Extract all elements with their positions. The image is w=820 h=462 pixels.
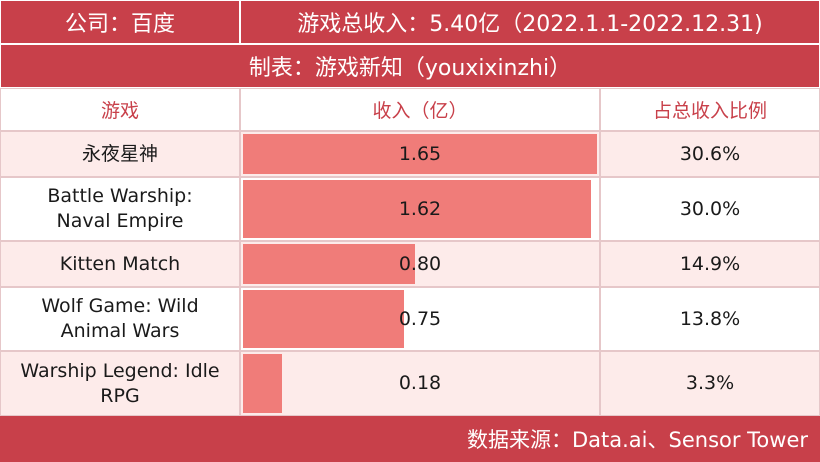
revenue-cell: 0.75 — [240, 287, 600, 351]
column-header-share: 占总收入比例 — [600, 88, 820, 131]
share-value: 14.9% — [679, 252, 741, 275]
revenue-value: 0.75 — [398, 307, 442, 330]
share-value: 3.3% — [685, 372, 735, 394]
total-revenue-label: 游戏总收入：5.40亿（2022.1.1-2022.12.31) — [297, 12, 763, 37]
source-label: 数据来源：Data.ai、Sensor Tower — [466, 428, 808, 452]
revenue-cell: 0.80 — [240, 241, 600, 287]
share-cell: 13.8% — [600, 287, 820, 351]
column-header-game: 游戏 — [0, 88, 240, 131]
revenue-cell: 1.62 — [240, 177, 600, 241]
game-name: 永夜星神 — [81, 142, 158, 165]
revenue-value: 1.65 — [398, 142, 442, 165]
column-header-share-label: 占总收入比例 — [652, 100, 767, 122]
game-cell: 永夜星神 — [0, 131, 240, 177]
game-cell: Kitten Match — [0, 241, 240, 287]
game-cell: Battle Warship: Naval Empire — [0, 177, 240, 241]
column-header-revenue: 收入（亿） — [240, 88, 600, 131]
revenue-cell: 0.18 — [240, 351, 600, 416]
column-header-revenue-label: 收入（亿） — [372, 100, 468, 122]
revenue-value: 1.62 — [398, 197, 442, 220]
revenue-bar — [243, 290, 404, 348]
share-cell: 30.6% — [600, 131, 820, 177]
game-cell: Warship Legend: Idle RPG — [0, 351, 240, 416]
game-name: Warship Legend: Idle RPG — [20, 359, 220, 407]
share-cell: 14.9% — [600, 241, 820, 287]
total-revenue-cell: 游戏总收入：5.40亿（2022.1.1-2022.12.31) — [240, 0, 820, 44]
share-value: 30.0% — [679, 197, 741, 220]
company-cell: 公司：百度 — [0, 0, 240, 44]
game-cell: Wolf Game: Wild Animal Wars — [0, 287, 240, 351]
revenue-cell: 1.65 — [240, 131, 600, 177]
share-value: 13.8% — [679, 307, 741, 330]
game-name: Kitten Match — [59, 252, 181, 275]
column-header-game-label: 游戏 — [100, 100, 139, 122]
game-name: Wolf Game: Wild Animal Wars — [41, 295, 199, 342]
game-name: Battle Warship: Naval Empire — [47, 185, 193, 232]
revenue-bar — [243, 180, 591, 238]
revenue-bar — [243, 244, 415, 284]
made-by-cell: 制表：游戏新知（youxixinzhi） — [0, 44, 820, 88]
share-cell: 30.0% — [600, 177, 820, 241]
revenue-bar — [243, 134, 597, 174]
company-label: 公司：百度 — [64, 12, 175, 37]
revenue-value: 0.18 — [398, 372, 442, 394]
source-footer: 数据来源：Data.ai、Sensor Tower — [0, 416, 820, 462]
revenue-value: 0.80 — [398, 252, 442, 275]
share-cell: 3.3% — [600, 351, 820, 416]
share-value: 30.6% — [679, 142, 741, 165]
revenue-bar — [243, 354, 282, 413]
made-by-label: 制表：游戏新知（youxixinzhi） — [248, 56, 572, 81]
